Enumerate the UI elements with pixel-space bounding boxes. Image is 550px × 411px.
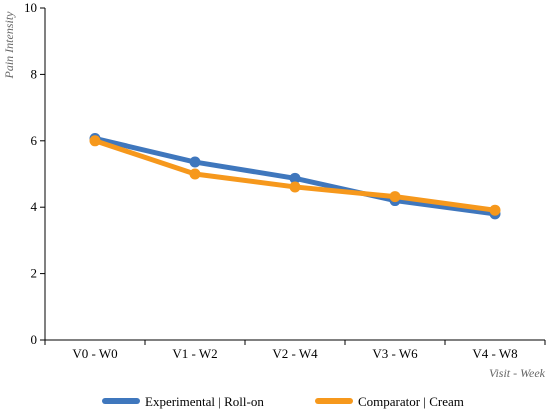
y-tick-label: 0 [31, 332, 38, 347]
x-tick-label: V1 - W2 [172, 346, 217, 361]
y-axis-title: Pain Intensity [2, 11, 16, 80]
data-point [289, 172, 301, 184]
series-2 [89, 135, 501, 216]
y-tick-label: 2 [31, 266, 38, 281]
y-tick-label: 8 [31, 66, 38, 81]
x-tick-label: V0 - W0 [72, 346, 117, 361]
legend-item: Comparator | Cream [315, 394, 464, 409]
y-tick-label: 6 [31, 133, 38, 148]
data-point [89, 135, 101, 147]
data-point [389, 191, 401, 203]
legend: Experimental | Roll-on Comparator | Cream [102, 394, 464, 409]
series-1 [89, 132, 501, 220]
x-axis-title: Visit - Week [489, 366, 546, 380]
x-tick-label: V2 - W4 [272, 346, 318, 361]
x-tick-label: V3 - W6 [372, 346, 418, 361]
legend-item: Experimental | Roll-on [102, 394, 264, 409]
series-layer [89, 132, 501, 220]
data-point [489, 204, 501, 216]
data-point [189, 156, 201, 168]
y-tick-label: 10 [24, 0, 37, 15]
legend-label: Experimental | Roll-on [145, 394, 264, 409]
x-tick-label: V4 - W8 [472, 346, 517, 361]
data-point [189, 168, 201, 180]
axes: 0 2 4 6 8 10 V0 - W0 V1 - W2 V2 - W4 V3 - W6 V4 - … [24, 0, 546, 361]
data-point [289, 181, 301, 193]
y-tick-label: 4 [31, 199, 38, 214]
legend-label: Comparator | Cream [358, 394, 464, 409]
